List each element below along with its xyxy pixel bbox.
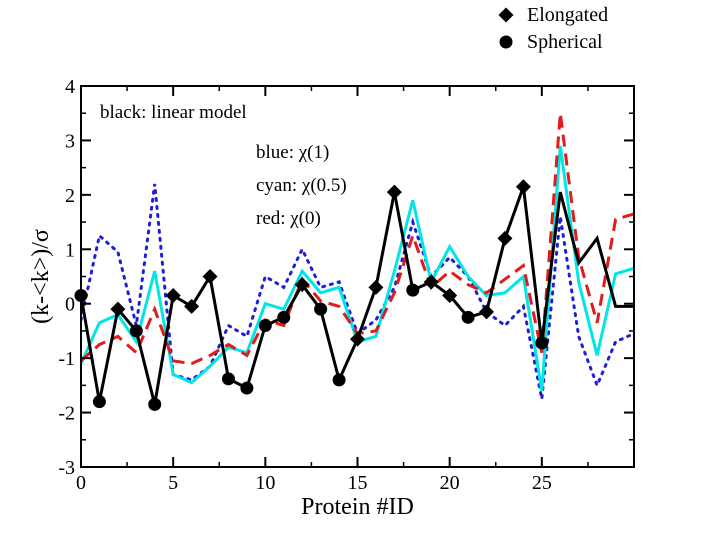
y-tick-label: 3 [65, 130, 75, 152]
data-point-spherical [332, 373, 346, 387]
data-point-elongated [423, 274, 439, 290]
data-point-elongated [442, 288, 458, 304]
data-point-spherical [240, 381, 254, 395]
data-point-spherical [277, 310, 291, 324]
x-tick-label: 15 [348, 472, 368, 494]
x-tick-label: 20 [440, 472, 460, 494]
y-tick-label: 1 [65, 239, 75, 261]
data-point-elongated [184, 298, 200, 314]
y-tick-label: 2 [65, 185, 75, 207]
x-tick-label: 5 [168, 472, 178, 494]
series-layer [81, 113, 634, 405]
data-point-spherical [535, 336, 549, 350]
data-point-elongated [350, 331, 365, 347]
data-point-spherical [314, 302, 328, 316]
y-tick-label: 0 [65, 294, 75, 316]
annotation-black: black: linear model [100, 102, 247, 123]
data-point-spherical [258, 318, 272, 332]
y-tick-label: -3 [58, 457, 75, 479]
data-point-elongated [479, 304, 495, 320]
data-point-elongated [497, 230, 513, 246]
data-point-spherical [148, 397, 162, 411]
x-tick-label: 0 [76, 472, 86, 494]
axis-ticks: 0 5 10 15 20 25 -3 -2 -1 0 1 2 3 4 [58, 76, 634, 494]
legend-circle-icon [499, 35, 513, 49]
x-tick-label: 10 [255, 472, 275, 494]
data-point-elongated [110, 301, 126, 317]
data-point-elongated [386, 184, 402, 200]
marker-layer [74, 179, 549, 411]
data-point-spherical [129, 324, 143, 338]
y-tick-label: 4 [65, 76, 75, 98]
data-point-elongated [165, 288, 181, 304]
legend-diamond-icon [498, 7, 514, 23]
legend-label-spherical: Spherical [527, 31, 603, 53]
annotation-cyan: cyan: χ(0.5) [256, 175, 347, 196]
x-tick-label: 25 [532, 472, 552, 494]
annotation-blue: blue: χ(1) [256, 142, 329, 163]
data-point-spherical [92, 395, 106, 409]
y-axis-label: (k-<k>)/σ [28, 229, 54, 324]
data-point-spherical [406, 283, 420, 297]
x-axis-label: Protein #ID [301, 494, 414, 520]
y-tick-label: -1 [58, 348, 75, 370]
data-point-elongated [294, 277, 310, 293]
y-tick-label: -2 [58, 403, 75, 425]
annotation-red: red: χ(0) [256, 208, 321, 229]
legend-label-elongated: Elongated [527, 4, 608, 26]
data-point-elongated [202, 269, 218, 284]
data-point-spherical [221, 372, 235, 386]
legend: Elongated Spherical [498, 4, 608, 53]
data-point-spherical [461, 310, 475, 324]
data-point-elongated [368, 279, 384, 295]
data-point-elongated [515, 179, 531, 195]
